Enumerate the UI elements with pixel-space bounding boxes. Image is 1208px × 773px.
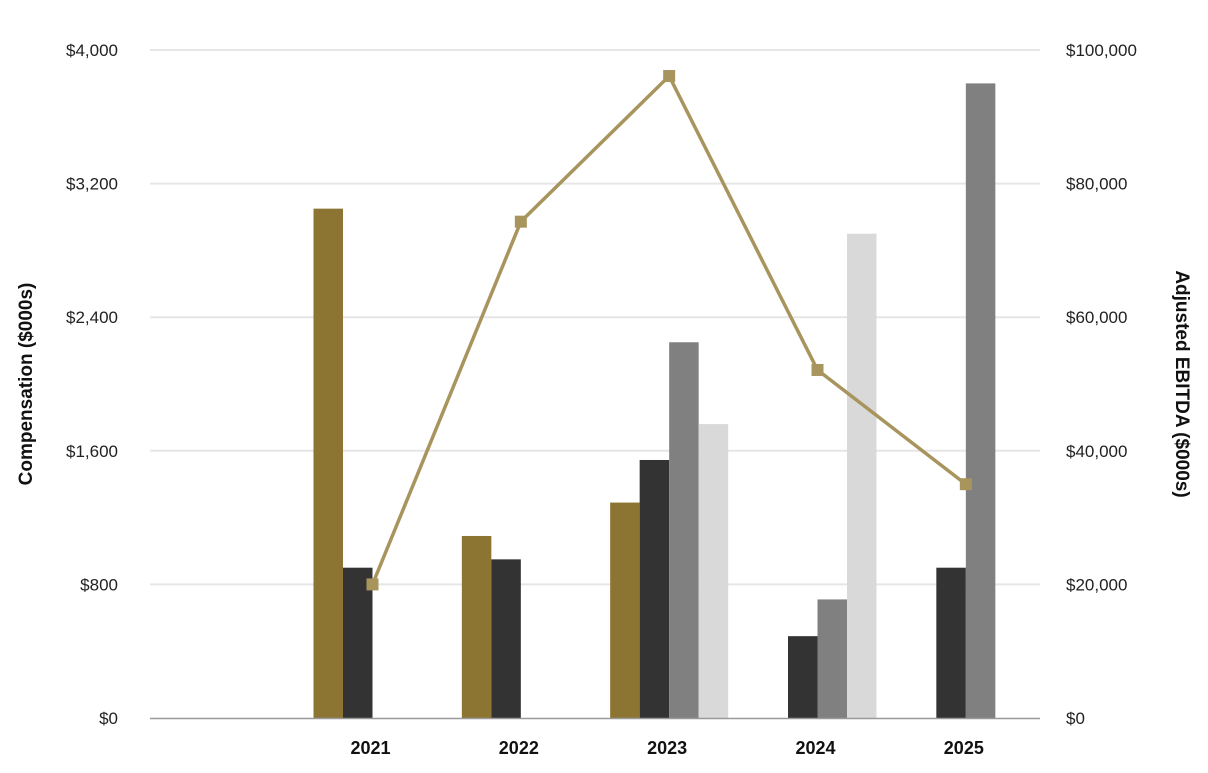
bar xyxy=(313,208,343,718)
bar xyxy=(936,567,966,718)
bar xyxy=(343,567,373,718)
category-label: 2025 xyxy=(944,738,984,758)
bar xyxy=(698,424,729,718)
right-tick-label: $40,000 xyxy=(1066,442,1127,461)
right-tick-label: $80,000 xyxy=(1066,175,1127,194)
right-axis-title: Adjusted EBITDA ($000s) xyxy=(1171,270,1192,497)
right-tick-label: $60,000 xyxy=(1066,308,1127,327)
right-tick-label: $100,000 xyxy=(1066,41,1137,60)
bar xyxy=(461,535,492,718)
left-tick-label: $0 xyxy=(99,709,118,728)
bar xyxy=(847,233,877,718)
bar xyxy=(639,459,670,718)
bar xyxy=(965,83,996,718)
category-label: 2022 xyxy=(499,738,539,758)
line-marker xyxy=(514,215,527,228)
left-tick-label: $2,400 xyxy=(66,308,118,327)
bar xyxy=(669,342,699,718)
category-label: 2023 xyxy=(647,738,687,758)
right-tick-label: $20,000 xyxy=(1066,575,1127,594)
left-axis-title: Compensation ($000s) xyxy=(16,283,37,486)
left-tick-label: $4,000 xyxy=(66,41,118,60)
gridlines xyxy=(150,49,1040,586)
line-marker xyxy=(663,70,676,83)
right-axis-ticks: $0 $20,000 $40,000 $60,000 $80,000 $100,000 xyxy=(1066,41,1137,728)
bar xyxy=(817,599,847,718)
line-marker xyxy=(959,478,972,491)
category-label: 2021 xyxy=(350,738,390,758)
left-axis-ticks: $0 $800 $1,600 $2,400 $3,200 $4,000 xyxy=(66,41,118,728)
line-marker xyxy=(811,363,824,376)
category-label: 2024 xyxy=(795,738,835,758)
bar xyxy=(610,502,640,718)
bars xyxy=(313,83,996,718)
category-labels: 2021 2022 2023 2024 2025 xyxy=(350,738,983,758)
left-tick-label: $1,600 xyxy=(66,442,118,461)
left-tick-label: $3,200 xyxy=(66,175,118,194)
bar xyxy=(491,559,521,718)
bar xyxy=(788,636,818,718)
line-series xyxy=(366,70,972,591)
left-tick-label: $800 xyxy=(80,575,118,594)
right-tick-label: $0 xyxy=(1066,709,1085,728)
line-marker xyxy=(366,578,379,591)
